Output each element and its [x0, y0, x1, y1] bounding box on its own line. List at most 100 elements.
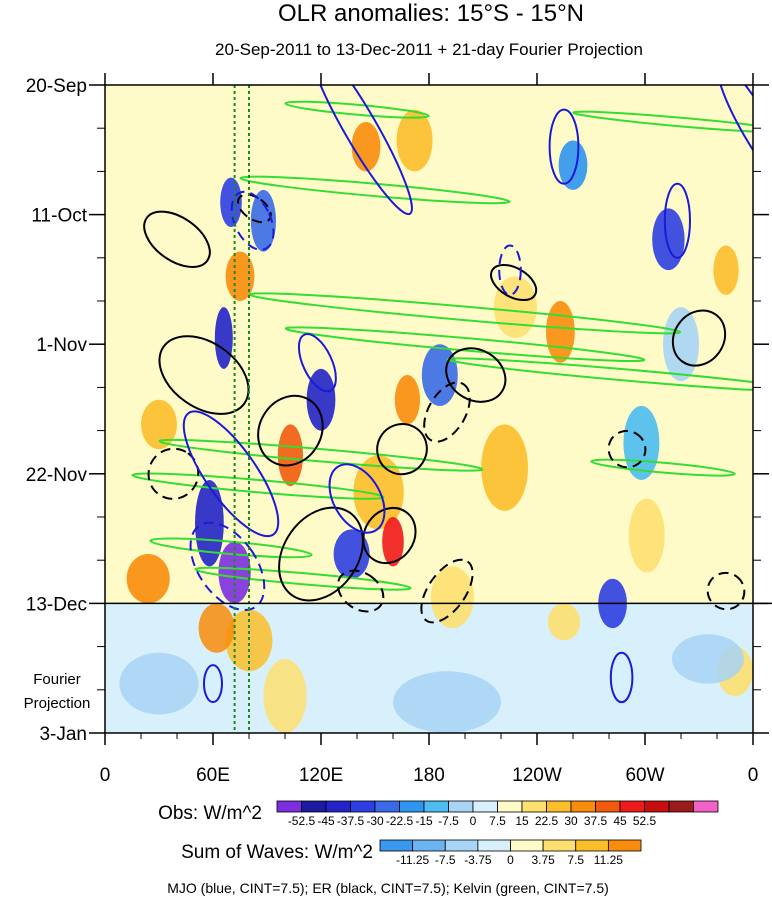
- y-tick-label: 11-Oct: [31, 206, 87, 227]
- colorbar-level-label: -11.25: [396, 853, 429, 867]
- er-contour: [362, 506, 417, 565]
- anomaly-blob: [220, 177, 242, 227]
- anomaly-blob: [430, 566, 474, 629]
- colorbar-swatch: [575, 839, 609, 852]
- colorbar-swatch: [325, 800, 351, 813]
- y-tick-label: 22-Nov: [26, 465, 88, 486]
- colorbar-level-label: 0: [507, 853, 514, 867]
- kelvin-contour: [284, 100, 430, 119]
- colorbar-swatch: [497, 800, 523, 813]
- colorbar-level-label: -45: [317, 814, 335, 828]
- anomaly-blob: [277, 424, 303, 487]
- colorbar-swatch: [301, 800, 327, 813]
- er-contour: [143, 210, 211, 268]
- colorbar-level-label: 45: [613, 814, 627, 828]
- kelvin-contour: [158, 438, 484, 472]
- anomaly-blob: [396, 109, 433, 172]
- colorbar-level-label: 37.5: [584, 814, 608, 828]
- colorbar-swatch: [521, 800, 547, 813]
- plot-area: [104, 84, 772, 734]
- waves-colorbar-label: Sum of Waves: W/m^2: [181, 842, 373, 863]
- anomaly-blob: [306, 368, 336, 431]
- colorbar-swatch: [379, 839, 414, 852]
- kelvin-contour: [131, 472, 385, 500]
- anomaly-blob: [481, 424, 528, 511]
- mjo-contour: [203, 664, 223, 704]
- y-axis: 20-Sep 11-Oct 1-Nov 22-Nov 13-Dec 3-Jan: [26, 76, 769, 745]
- colorbar-swatch: [619, 800, 645, 813]
- colorbar-swatch: [570, 800, 596, 813]
- y-tick-label: 3-Jan: [39, 724, 87, 745]
- projection-anomaly-blob: [263, 658, 307, 733]
- colorbar-swatch: [510, 839, 544, 852]
- colorbar-level-label: 22.5: [535, 814, 559, 828]
- colorbar-swatch: [546, 800, 572, 813]
- anomaly-blob: [382, 517, 404, 567]
- contour-legend-note: MJO (blue, CINT=7.5); ER (black, CINT=7.…: [167, 880, 609, 896]
- anomaly-blob: [126, 554, 170, 604]
- kelvin-contour: [590, 458, 736, 477]
- colorbar-swatch: [542, 839, 577, 852]
- mjo-contour: [189, 521, 266, 612]
- colorbar-level-label: 30: [564, 814, 578, 828]
- x-tick-label: 60W: [625, 765, 664, 786]
- colorbar-swatch: [350, 800, 376, 813]
- waves-colorbar: Sum of Waves: W/m^2 -11.25 -7.5 -3.75 0 3.75…: [181, 839, 642, 867]
- projection-label-line1: Fourier: [33, 671, 81, 688]
- colorbar-level-label: 7.5: [567, 853, 584, 867]
- projection-anomaly-blob: [540, 652, 642, 727]
- anomaly-blob: [333, 529, 370, 579]
- wave-contours: [131, 85, 753, 704]
- colorbar-swatch: [399, 800, 425, 813]
- x-tick-label: 0: [100, 765, 111, 786]
- colorbar-level-label: 15: [515, 814, 529, 828]
- colorbar-swatch: [693, 800, 719, 813]
- x-axis: 0 60E 120E 180 120W 60W 0: [100, 73, 758, 786]
- mjo-contour: [182, 410, 280, 538]
- chart-title: OLR anomalies: 15°S - 15°N: [278, 0, 584, 27]
- reference-lines: [233, 85, 250, 733]
- anomaly-blob: [214, 307, 233, 369]
- mjo-contour: [663, 182, 692, 259]
- y-tick-label: 20-Sep: [26, 76, 87, 97]
- anomaly-blob: [250, 189, 276, 252]
- mjo-contour: [328, 463, 386, 534]
- er-contour: [257, 394, 324, 467]
- colorbar-swatch: [644, 800, 670, 813]
- obs-colorbar: Obs: W/m^2 -52.5 -45 -37.5 -30 -22.5 -15 -7.5 0…: [158, 800, 719, 828]
- colorbar-swatch: [423, 800, 449, 813]
- anomaly-blob: [225, 251, 255, 301]
- er-contour: [706, 571, 746, 611]
- mjo-contour: [716, 85, 753, 194]
- colorbar-swatch: [595, 800, 621, 813]
- kelvin-contour: [194, 566, 412, 591]
- anomaly-blob: [558, 140, 588, 190]
- mjo-contour: [609, 651, 634, 704]
- y-tick-label: 1-Nov: [36, 335, 87, 356]
- y-tick-label: 13-Dec: [26, 594, 87, 615]
- mjo-contour: [230, 190, 275, 251]
- anomaly-blob: [351, 122, 381, 172]
- anomaly-blob: [547, 603, 581, 641]
- er-contour: [278, 506, 364, 602]
- er-contour: [237, 193, 272, 224]
- obs-colorbar-label: Obs: W/m^2: [158, 803, 262, 824]
- x-tick-label: 60E: [196, 765, 230, 786]
- colorbar-swatch: [444, 839, 479, 852]
- kelvin-contour: [572, 110, 753, 134]
- colorbar-swatch: [412, 839, 446, 852]
- er-contour: [423, 381, 471, 443]
- anomaly-blob: [394, 375, 420, 425]
- colorbar-swatch: [448, 800, 474, 813]
- anomaly-blob: [546, 301, 575, 363]
- projection-anomaly-blob: [672, 634, 744, 684]
- anomaly-blob: [652, 208, 685, 271]
- chart-subtitle: 20-Sep-2011 to 13-Dec-2011 + 21-day Four…: [215, 40, 643, 59]
- er-contour: [671, 309, 727, 367]
- colorbar-level-label: -7.5: [435, 853, 456, 867]
- colorbar-level-label: 3.75: [531, 853, 555, 867]
- x-tick-label: 180: [413, 765, 445, 786]
- er-contour: [420, 558, 474, 624]
- colorbar-level-label: 11.25: [594, 853, 623, 867]
- x-tick-label: 120W: [512, 765, 562, 786]
